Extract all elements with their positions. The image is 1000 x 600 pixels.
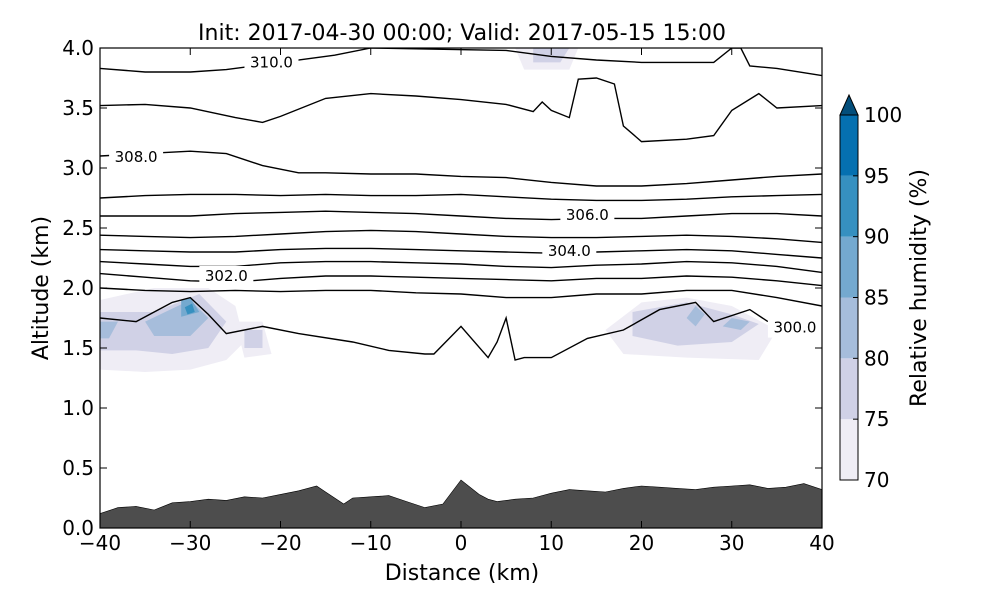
terrain bbox=[100, 479, 822, 528]
x-tick-label: −20 bbox=[259, 531, 301, 555]
x-tick-label: 40 bbox=[809, 531, 834, 555]
y-tick-label: 2.5 bbox=[62, 216, 94, 240]
x-axis-label: Distance (km) bbox=[385, 561, 540, 586]
colorbar-segment-90 bbox=[840, 175, 858, 237]
rh-band-80-0 bbox=[100, 321, 118, 339]
contour-label-bg bbox=[244, 52, 299, 73]
x-tick-label: 10 bbox=[539, 531, 564, 555]
contour-306 bbox=[100, 210, 822, 221]
contour-label-bg bbox=[542, 240, 597, 261]
contour-label-300: 300.0 bbox=[773, 319, 816, 337]
y-axis: 0.0 0.5 1.0 1.5 2.0 2.5 3.0 3.5 4.0 bbox=[62, 36, 822, 540]
y-tick-label: 1.0 bbox=[62, 396, 94, 420]
colorbar-tick-label: 95 bbox=[864, 164, 889, 188]
colorbar-extend-arrow bbox=[839, 93, 859, 116]
y-tick-label: 2.0 bbox=[62, 276, 94, 300]
contour-label-bg bbox=[767, 317, 822, 338]
rh-band-80-2 bbox=[686, 306, 705, 327]
colorbar-tick-label: 85 bbox=[864, 286, 889, 310]
terrain-profile bbox=[100, 479, 822, 528]
plot-area bbox=[100, 48, 822, 528]
colorbar-segment-80 bbox=[840, 297, 858, 359]
contour-label-306: 306.0 bbox=[566, 206, 609, 224]
x-axis: −40 −30 −20 −10 0 10 20 30 40 bbox=[79, 48, 835, 555]
y-tick-label: 0.0 bbox=[62, 516, 94, 540]
y-tick-label: 3.5 bbox=[62, 96, 94, 120]
contour-301 bbox=[100, 287, 822, 307]
contour-label-bg bbox=[560, 204, 615, 225]
contour-label-bg bbox=[199, 266, 254, 286]
contour-300 bbox=[100, 296, 769, 361]
contour-305 bbox=[100, 229, 822, 244]
colorbar-label: Relative humidity (%) bbox=[907, 169, 932, 407]
colorbar-tick-label: 80 bbox=[864, 346, 889, 370]
plot-background bbox=[100, 48, 822, 528]
contour-310 bbox=[100, 48, 822, 77]
y-tick-label: 3.0 bbox=[62, 156, 94, 180]
colorbar-tick-label: 100 bbox=[864, 103, 902, 127]
x-tick-label: −30 bbox=[169, 531, 211, 555]
contour-labels: 300.0 302.0 304.0 306.0 308.0 310.0 bbox=[109, 52, 822, 338]
colorbar-tick-label: 90 bbox=[864, 225, 889, 249]
chart-title: Init: 2017-04-30 00:00; Valid: 2017-05-1… bbox=[198, 21, 726, 46]
colorbar: 70 75 80 85 90 95 100 bbox=[839, 93, 902, 492]
x-tick-label: 0 bbox=[455, 531, 468, 555]
contour-304 bbox=[100, 247, 822, 259]
contour-309 bbox=[100, 77, 822, 143]
y-tick-label: 0.5 bbox=[62, 456, 94, 480]
contour-label-bg bbox=[109, 147, 164, 168]
x-tick-label: −40 bbox=[79, 531, 121, 555]
y-tick-label: 1.5 bbox=[62, 336, 94, 360]
colorbar-segment-95 bbox=[840, 115, 858, 176]
x-tick-label: −10 bbox=[350, 531, 392, 555]
contour-308 bbox=[100, 150, 822, 187]
contour-label-302: 302.0 bbox=[205, 267, 248, 285]
colorbar-segment-70 bbox=[840, 419, 858, 480]
rh-band-80-3 bbox=[722, 318, 750, 330]
colorbar-tick-label: 70 bbox=[864, 468, 889, 492]
colorbar-tick-label: 75 bbox=[864, 407, 889, 431]
y-axis-label: Altitude (km) bbox=[29, 216, 54, 360]
contour-label-308: 308.0 bbox=[115, 148, 158, 166]
x-tick-label: 20 bbox=[629, 531, 654, 555]
contour-label-310: 310.0 bbox=[250, 53, 293, 71]
rh-band-75-1 bbox=[244, 330, 263, 348]
colorbar-segment-75 bbox=[840, 358, 858, 420]
x-tick-label: 30 bbox=[719, 531, 744, 555]
rh-band-90-0 bbox=[184, 303, 195, 315]
y-tick-label: 4.0 bbox=[62, 36, 94, 60]
contour-307 bbox=[100, 193, 822, 202]
contour-label-304: 304.0 bbox=[548, 242, 591, 260]
rh-band-75-3 bbox=[533, 48, 570, 63]
colorbar-segment-85 bbox=[840, 236, 858, 298]
